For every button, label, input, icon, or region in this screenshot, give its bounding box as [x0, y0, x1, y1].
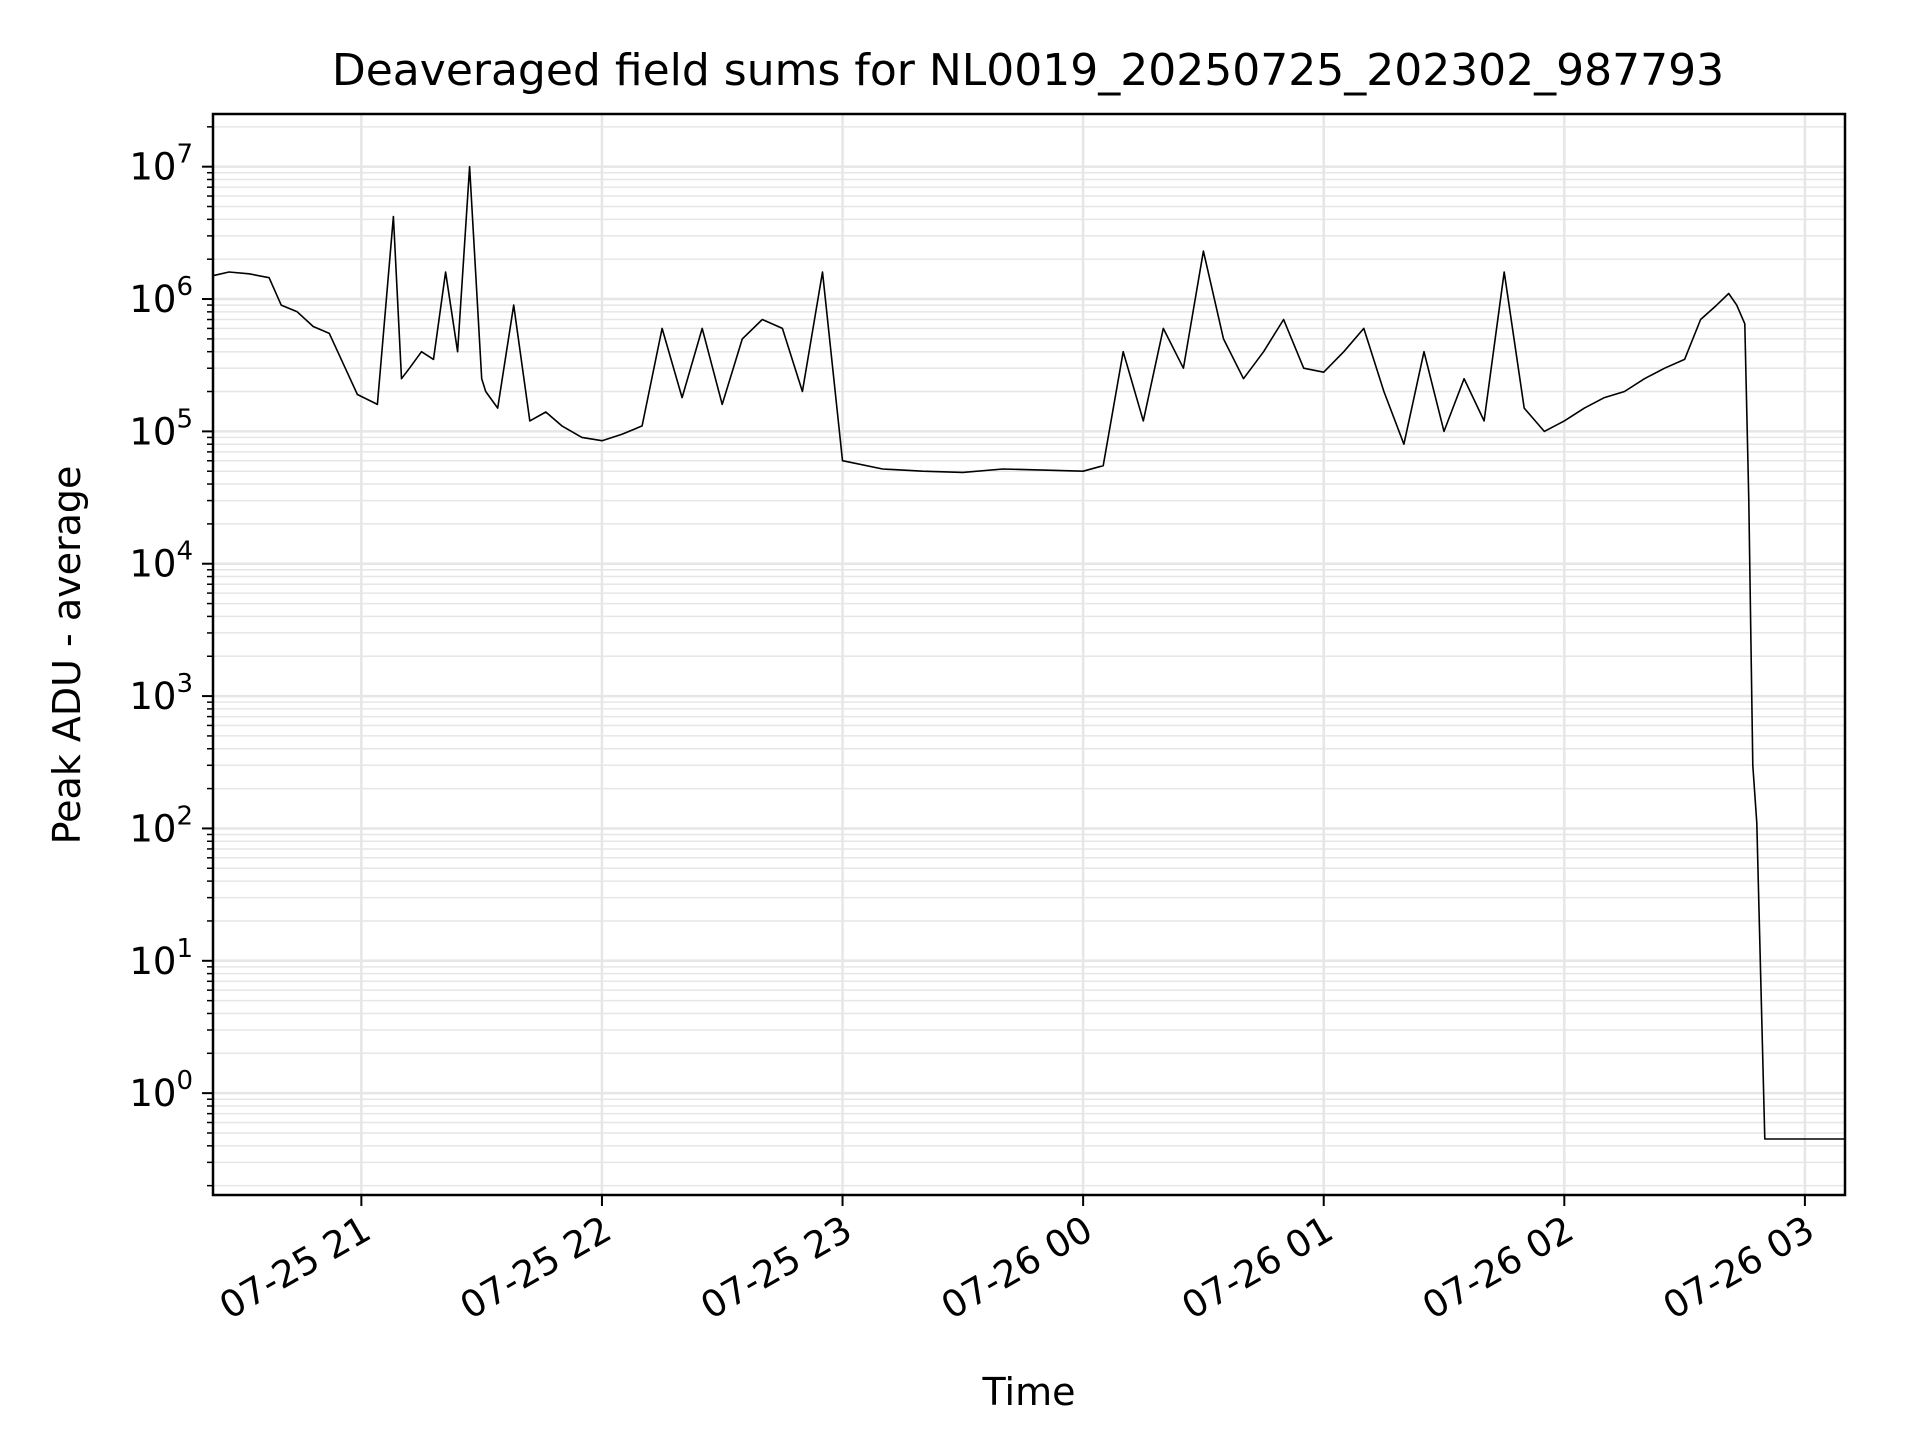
y-axis-label: Peak ADU - average: [45, 466, 89, 845]
y-tick-label: 106: [129, 272, 193, 321]
y-tick-label: 105: [129, 404, 193, 453]
data-layer: [212, 165, 1845, 1140]
y-tick-label: 102: [129, 801, 193, 850]
y-tick-label: 103: [129, 669, 193, 718]
grid: [213, 114, 1845, 1195]
series-line: [212, 165, 1845, 1140]
plot-frame: [211, 112, 1847, 1197]
y-tick-label: 100: [129, 1066, 193, 1115]
y-tick-label: 107: [129, 140, 193, 189]
y-tick-label: 101: [129, 934, 193, 983]
y-tick-label: 104: [129, 537, 193, 586]
chart-title: Deaveraged field sums for NL0019_2025072…: [332, 45, 1724, 96]
x-axis-label: Time: [982, 1370, 1076, 1414]
y-axis: 100 101 102 103 104 105 106 107: [129, 126, 213, 1187]
